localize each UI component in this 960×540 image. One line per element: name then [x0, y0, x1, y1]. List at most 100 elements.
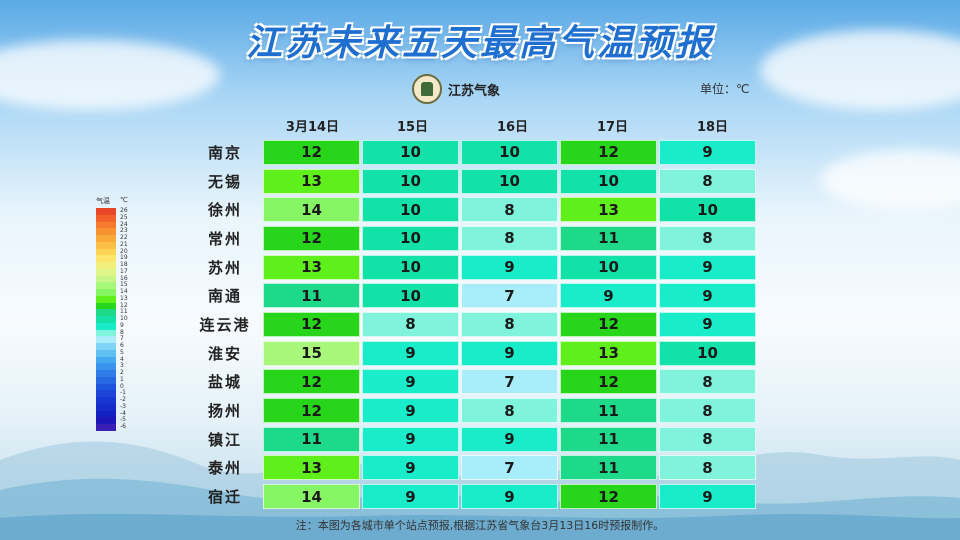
- brand-name: 江苏气象: [448, 83, 501, 99]
- legend-label: 12: [120, 301, 128, 309]
- legend-level: 15: [96, 281, 128, 289]
- legend-label: 10: [120, 315, 128, 322]
- legend-label: 14: [120, 288, 128, 295]
- legend-label: 6: [120, 342, 124, 349]
- legend-swatch: [96, 329, 116, 337]
- temperature-cell: 10: [461, 168, 558, 194]
- legend-level: 7: [96, 335, 128, 343]
- temperature-cell: 11: [263, 283, 360, 309]
- date-header: 16日: [496, 120, 529, 135]
- table-row: 南通 11 10 7 9 9: [188, 281, 762, 310]
- temperature-cell: 7: [461, 283, 558, 309]
- legend-label: -4: [120, 409, 126, 417]
- date-header-row: 3月14日 15日 16日 17日 18日: [188, 114, 762, 138]
- table-row: 苏州 13 10 9 10 9: [188, 253, 762, 282]
- legend-swatch: [96, 410, 116, 418]
- table-row: 淮安 15 9 9 13 10: [188, 339, 762, 368]
- table-row: 盐城 12 9 7 12 8: [188, 368, 762, 397]
- legend-label: 2: [120, 369, 124, 376]
- legend-swatch: [96, 255, 116, 262]
- legend-swatch: [96, 262, 116, 269]
- legend-title: 气温: [96, 197, 110, 205]
- temperature-cell: 9: [362, 455, 459, 481]
- temperature-cell: 8: [659, 426, 756, 452]
- legend-swatch: [96, 221, 116, 229]
- city-name: 泰州: [207, 459, 242, 478]
- legend-label: -1: [120, 389, 126, 397]
- background-cloud: [820, 150, 960, 210]
- legend-swatch: [96, 424, 116, 431]
- legend-swatch: [96, 376, 116, 384]
- background-cloud: [0, 40, 220, 110]
- temperature-cell: 10: [560, 254, 657, 280]
- legend-level: 17: [96, 268, 128, 276]
- page-title: 江苏未来五天最高气温预报: [245, 23, 714, 64]
- forecast-rows: 南京 12 10 10 12 9 无锡 13 10 10 10 8 徐州 14 10 8 13 10 常州 12 10 8…: [188, 138, 762, 511]
- temperature-cell: 9: [461, 254, 558, 280]
- legend-swatch: [96, 302, 116, 310]
- legend-level: 2: [96, 369, 128, 377]
- city-name: 宿迁: [207, 488, 242, 507]
- legend-swatch: [96, 336, 116, 343]
- temperature-cell: 10: [362, 168, 459, 194]
- temperature-cell: 10: [362, 139, 459, 165]
- legend-swatch: [96, 228, 116, 235]
- legend-unit: ℃: [120, 196, 128, 204]
- city-name: 连云港: [199, 315, 251, 334]
- legend-level: 19: [96, 254, 128, 262]
- legend-level: 12: [96, 301, 128, 310]
- legend-swatch: [96, 295, 116, 303]
- legend-label: 1: [120, 375, 124, 383]
- date-header: 17日: [596, 120, 629, 135]
- legend-level: 23: [96, 227, 128, 235]
- temperature-cell: 9: [659, 283, 756, 309]
- legend-label: -5: [120, 416, 126, 424]
- legend-label: 19: [120, 254, 128, 262]
- table-row: 常州 12 10 8 11 8: [188, 224, 762, 253]
- legend-swatch: [96, 370, 116, 377]
- temperature-cell: 10: [362, 197, 459, 223]
- temperature-cell: 9: [362, 340, 459, 366]
- city-name: 淮安: [207, 344, 242, 363]
- legend-swatch: [96, 309, 116, 316]
- legend-level: 9: [96, 322, 128, 330]
- city-name: 常州: [207, 229, 242, 248]
- legend-level: 24: [96, 221, 128, 229]
- legend-level: -5: [96, 416, 128, 424]
- legend-level: 22: [96, 234, 128, 242]
- legend-label: 23: [120, 227, 128, 235]
- legend-swatch: [96, 322, 116, 330]
- legend-label: 18: [120, 261, 128, 268]
- legend-level: 11: [96, 308, 128, 316]
- temperature-cell: 11: [560, 225, 657, 251]
- legend-swatch: [96, 214, 116, 222]
- legend-header: 气温 ℃: [96, 196, 128, 206]
- legend-label: 4: [120, 355, 124, 363]
- legend-level: -4: [96, 409, 128, 418]
- legend-level: 0: [96, 383, 128, 391]
- legend-label: 5: [120, 348, 124, 356]
- legend-label: -6: [120, 423, 126, 430]
- temperature-cell: 12: [560, 369, 657, 395]
- temperature-cell: 9: [362, 369, 459, 395]
- temperature-cell: 14: [263, 484, 360, 510]
- temperature-cell: 13: [560, 340, 657, 366]
- temperature-cell: 9: [461, 340, 558, 366]
- legend-swatch: [96, 363, 116, 370]
- city-name: 无锡: [207, 172, 242, 191]
- temperature-cell: 9: [461, 484, 558, 510]
- legend-swatch: [96, 417, 116, 424]
- legend-swatch: [96, 235, 116, 242]
- temperature-cell: 12: [560, 311, 657, 337]
- temperature-cell: 11: [560, 455, 657, 481]
- temperature-cell: 7: [461, 369, 558, 395]
- temperature-cell: 9: [560, 283, 657, 309]
- brand: 江苏气象: [412, 74, 500, 104]
- legend-swatch: [96, 268, 116, 276]
- legend-label: 25: [120, 213, 128, 221]
- legend-level: 5: [96, 348, 128, 357]
- temperature-cell: 9: [362, 426, 459, 452]
- legend-swatch: [96, 248, 116, 256]
- legend-level: 14: [96, 288, 128, 296]
- legend-level: 26: [96, 207, 128, 215]
